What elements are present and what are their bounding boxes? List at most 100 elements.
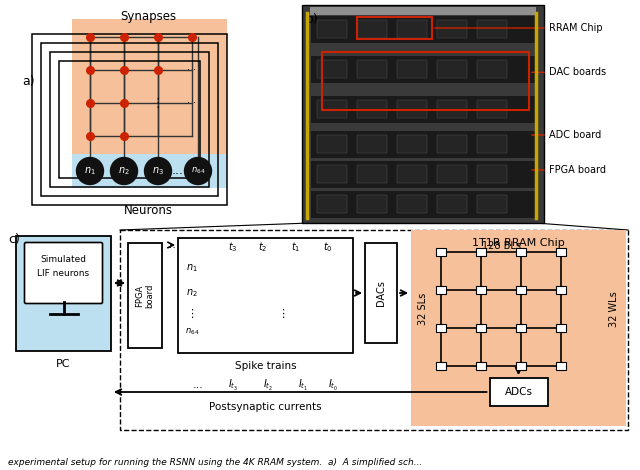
Text: $I_{t_2}$: $I_{t_2}$ <box>263 377 273 392</box>
Bar <box>72 19 227 154</box>
Text: ADC board: ADC board <box>549 130 601 140</box>
Bar <box>436 248 446 256</box>
Text: 128 BLs: 128 BLs <box>481 241 520 251</box>
Bar <box>178 238 353 353</box>
Bar <box>397 165 427 183</box>
Bar <box>436 362 446 370</box>
Text: $n_3$: $n_3$ <box>152 165 164 177</box>
Bar <box>436 286 446 294</box>
Text: · ·: · · <box>188 65 196 75</box>
Circle shape <box>184 157 211 185</box>
Bar <box>437 20 467 38</box>
Bar <box>357 100 387 118</box>
Text: $t_0$: $t_0$ <box>323 240 333 254</box>
Bar <box>516 248 526 256</box>
Bar <box>317 20 347 38</box>
Bar <box>437 165 467 183</box>
Bar <box>477 20 507 38</box>
Text: ...: ... <box>166 240 177 250</box>
Bar <box>397 20 427 38</box>
Bar <box>357 20 387 38</box>
Bar <box>357 135 387 153</box>
Text: ⋮: ⋮ <box>277 309 289 319</box>
Bar <box>357 165 387 183</box>
Bar <box>476 286 486 294</box>
Text: $t_3$: $t_3$ <box>228 240 238 254</box>
Text: Spike trains: Spike trains <box>235 361 296 371</box>
Bar <box>41 43 218 196</box>
Bar <box>556 248 566 256</box>
Text: Neurons: Neurons <box>124 204 173 217</box>
Bar <box>120 230 628 430</box>
Bar <box>490 378 547 406</box>
Bar <box>317 60 347 78</box>
Text: FPGA
board: FPGA board <box>135 283 155 308</box>
Bar <box>317 100 347 118</box>
Text: $I_{t_1}$: $I_{t_1}$ <box>298 377 308 392</box>
Bar <box>16 236 111 351</box>
Bar <box>357 60 387 78</box>
Bar <box>310 95 536 123</box>
Text: Simulated: Simulated <box>40 256 86 265</box>
Bar <box>437 100 467 118</box>
Bar <box>411 230 626 426</box>
Text: ...: ... <box>172 164 184 178</box>
Bar <box>310 55 536 83</box>
Bar <box>310 130 536 158</box>
Bar <box>516 286 526 294</box>
Text: $I_{t_0}$: $I_{t_0}$ <box>328 377 338 392</box>
Text: ADCs: ADCs <box>504 387 532 397</box>
Bar <box>322 52 529 110</box>
Bar <box>317 165 347 183</box>
Text: $n_2$: $n_2$ <box>118 165 130 177</box>
Bar <box>357 195 387 213</box>
Bar <box>556 324 566 332</box>
Bar <box>556 362 566 370</box>
Bar <box>317 135 347 153</box>
Text: $n_1$: $n_1$ <box>186 262 198 274</box>
Text: Postsynaptic currents: Postsynaptic currents <box>209 402 322 412</box>
Text: a): a) <box>22 75 35 88</box>
Bar <box>397 100 427 118</box>
Bar <box>476 362 486 370</box>
Text: ⋮: ⋮ <box>186 309 198 319</box>
Bar <box>310 160 536 188</box>
Bar <box>477 60 507 78</box>
Text: ⋮: ⋮ <box>152 97 164 110</box>
Circle shape <box>111 157 138 185</box>
Text: $n_{64}$: $n_{64}$ <box>185 327 199 337</box>
Text: LIF neurons: LIF neurons <box>37 269 90 279</box>
Bar <box>476 324 486 332</box>
Text: b): b) <box>306 13 319 26</box>
Bar <box>310 190 536 218</box>
Bar <box>436 324 446 332</box>
Text: $I_{t_3}$: $I_{t_3}$ <box>228 377 238 392</box>
Text: $t_2$: $t_2$ <box>259 240 268 254</box>
Bar <box>477 100 507 118</box>
Text: $n_{64}$: $n_{64}$ <box>191 166 205 176</box>
Bar <box>477 135 507 153</box>
Text: · ·: · · <box>188 98 196 108</box>
Text: Synapses: Synapses <box>120 10 176 23</box>
Text: ...: ... <box>193 380 204 390</box>
Text: 1T1R RRAM Chip: 1T1R RRAM Chip <box>472 238 565 248</box>
Bar <box>310 7 536 15</box>
Bar <box>59 61 200 178</box>
Text: experimental setup for running the RSNN using the 4K RRAM system.  a)  A simplif: experimental setup for running the RSNN … <box>8 458 422 467</box>
Bar <box>32 34 227 205</box>
Text: RRAM Chip: RRAM Chip <box>549 23 603 33</box>
Bar <box>437 195 467 213</box>
Text: 32 WLs: 32 WLs <box>609 291 619 327</box>
Bar <box>365 243 397 343</box>
Bar <box>397 195 427 213</box>
Text: FPGA board: FPGA board <box>549 165 606 175</box>
Bar <box>397 60 427 78</box>
Bar <box>516 362 526 370</box>
Bar <box>397 135 427 153</box>
Bar <box>302 5 544 223</box>
Bar <box>50 52 209 187</box>
Text: c): c) <box>8 233 20 246</box>
Bar <box>476 248 486 256</box>
Bar <box>516 324 526 332</box>
Text: $t_1$: $t_1$ <box>291 240 301 254</box>
